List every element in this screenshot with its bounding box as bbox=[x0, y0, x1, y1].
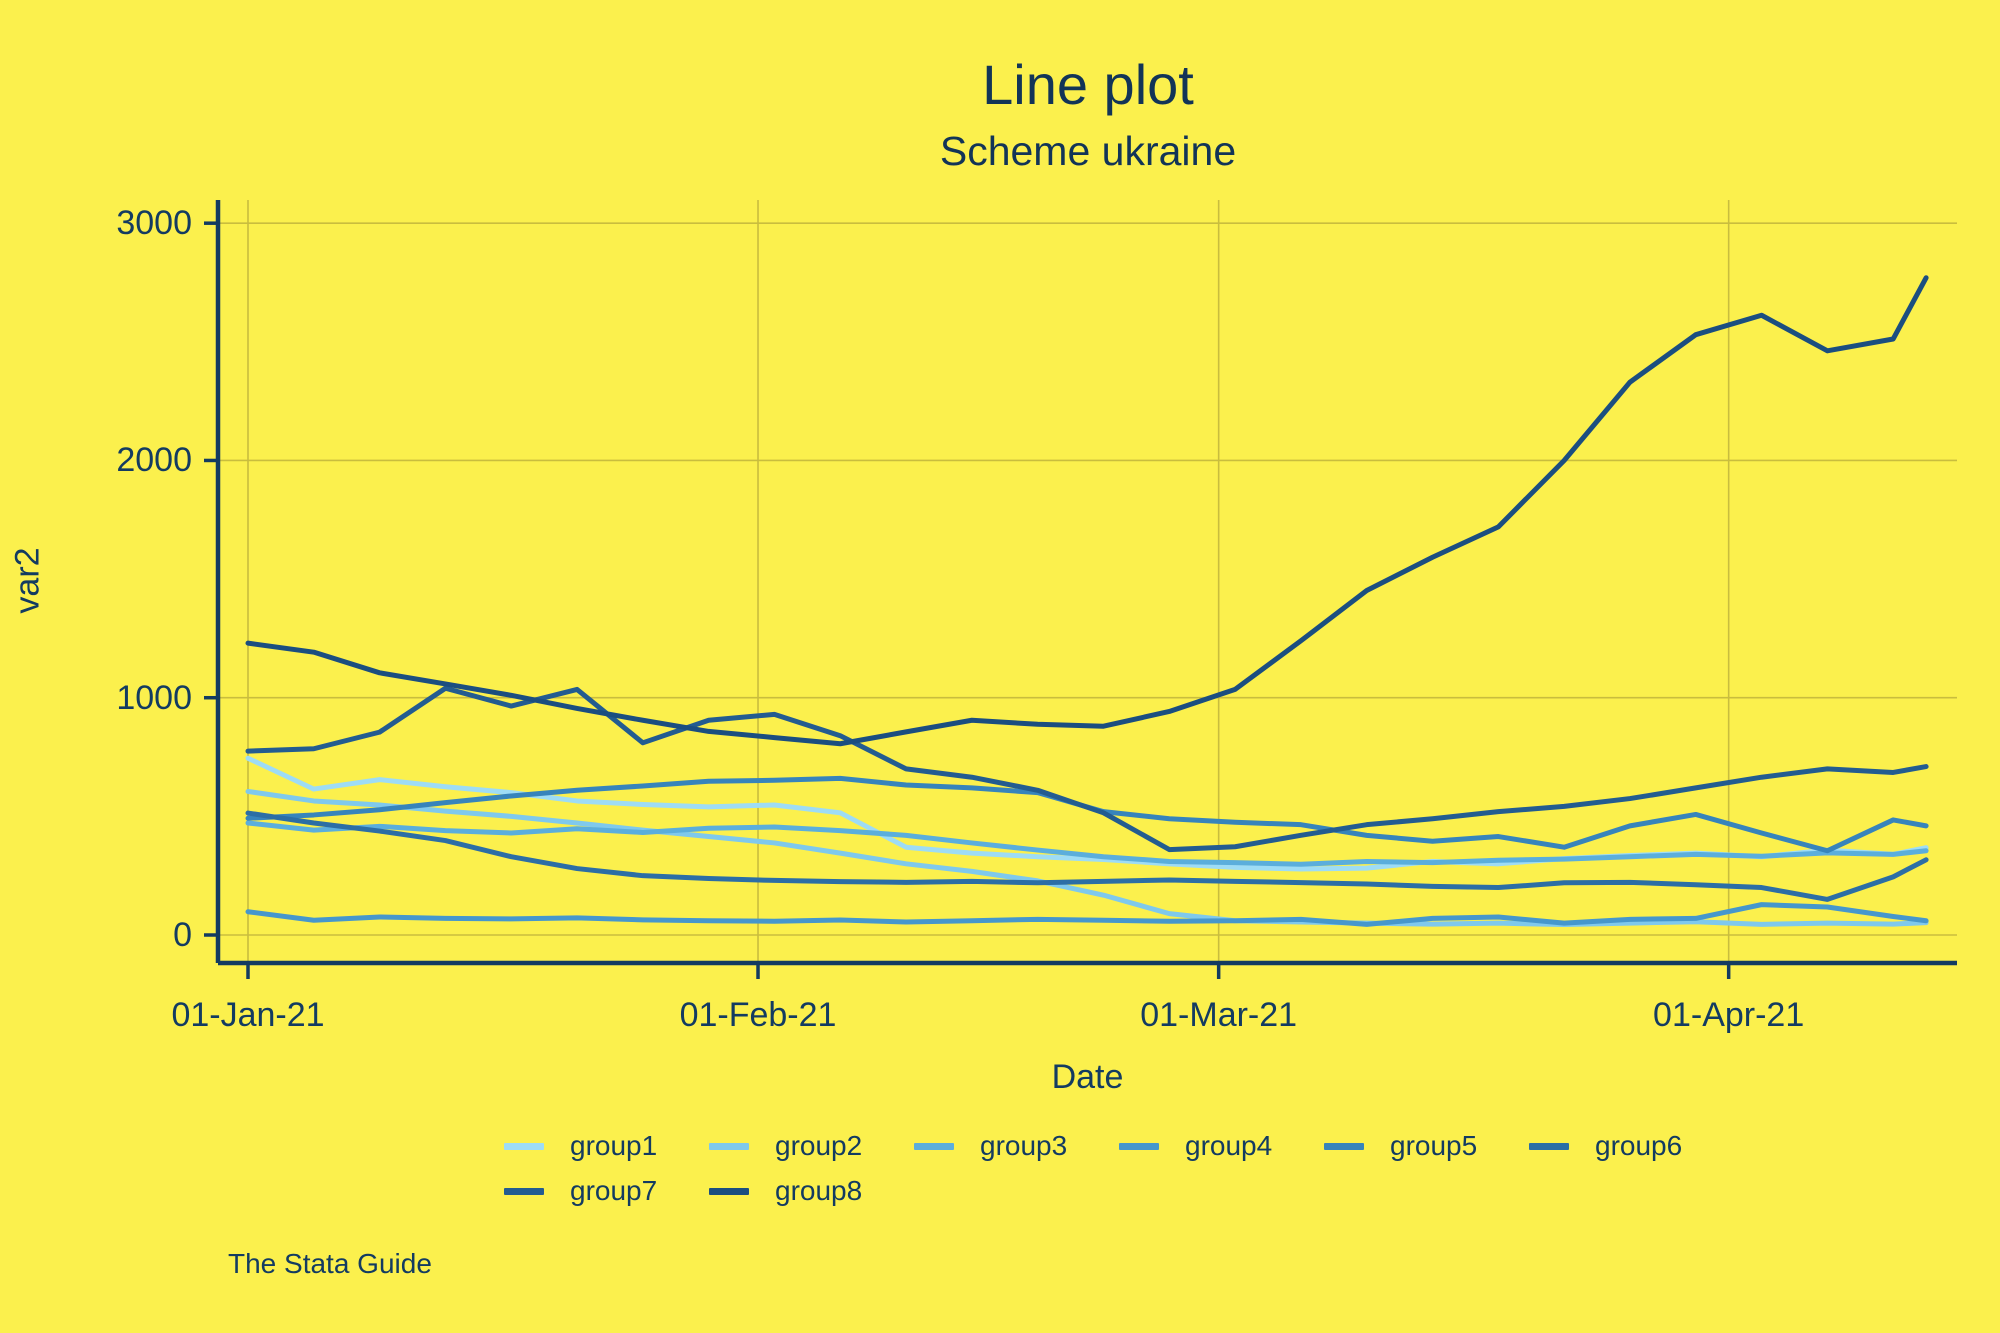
line-group3 bbox=[245, 820, 1929, 867]
y-tick-label: 2000 bbox=[116, 441, 192, 480]
legend-item-group5: group5 bbox=[1324, 1130, 1478, 1161]
x-tick-label: 01-Jan-21 bbox=[171, 996, 325, 1034]
line-group6 bbox=[245, 810, 1929, 902]
legend-item-group1: group1 bbox=[504, 1130, 658, 1161]
legend-label: group6 bbox=[1595, 1130, 1683, 1161]
legend-label: group5 bbox=[1390, 1130, 1478, 1161]
y-tick-label: 1000 bbox=[116, 678, 192, 717]
chart-subtitle: Scheme ukraine bbox=[939, 128, 1237, 174]
legend-item-group3: group3 bbox=[914, 1130, 1068, 1161]
legend-label: group7 bbox=[570, 1175, 658, 1206]
y-tick-label: 0 bbox=[173, 916, 192, 954]
legend-item-group7: group7 bbox=[504, 1175, 658, 1206]
legend-swatch-group2 bbox=[709, 1142, 749, 1150]
chart-title: Line plot bbox=[982, 53, 1194, 116]
y-tick-label: 3000 bbox=[116, 204, 192, 243]
legend-swatch-group4 bbox=[1119, 1142, 1159, 1150]
legend-swatch-group7 bbox=[504, 1187, 544, 1195]
legend-item-group4: group4 bbox=[1119, 1130, 1273, 1161]
x-tick-label: 01-Apr-21 bbox=[1653, 996, 1805, 1034]
legend-label: group2 bbox=[775, 1130, 863, 1161]
legend-swatch-group1 bbox=[504, 1142, 544, 1150]
legend-swatch-group3 bbox=[914, 1142, 954, 1150]
line-group4 bbox=[245, 902, 1929, 927]
legend-item-group6: group6 bbox=[1529, 1130, 1683, 1161]
legend-swatch-group8 bbox=[709, 1187, 749, 1195]
legend-swatch-group5 bbox=[1324, 1142, 1364, 1150]
legend-label: group8 bbox=[775, 1175, 863, 1206]
legend-label: group1 bbox=[570, 1130, 658, 1161]
x-tick-label: 01-Feb-21 bbox=[679, 996, 837, 1034]
legend-item-group8: group8 bbox=[709, 1175, 863, 1206]
legend-swatch-group6 bbox=[1529, 1142, 1569, 1150]
legend-item-group2: group2 bbox=[709, 1130, 863, 1161]
x-axis-label: Date bbox=[1051, 1058, 1124, 1096]
y-axis-label: var2 bbox=[8, 547, 47, 614]
legend-label: group3 bbox=[980, 1130, 1068, 1161]
line-group8 bbox=[245, 275, 1929, 747]
caption: The Stata Guide bbox=[228, 1248, 432, 1279]
legend-label: group4 bbox=[1185, 1130, 1273, 1161]
line-group2 bbox=[245, 788, 1929, 928]
x-tick-label: 01-Mar-21 bbox=[1140, 996, 1298, 1034]
line-group7 bbox=[245, 685, 1929, 853]
